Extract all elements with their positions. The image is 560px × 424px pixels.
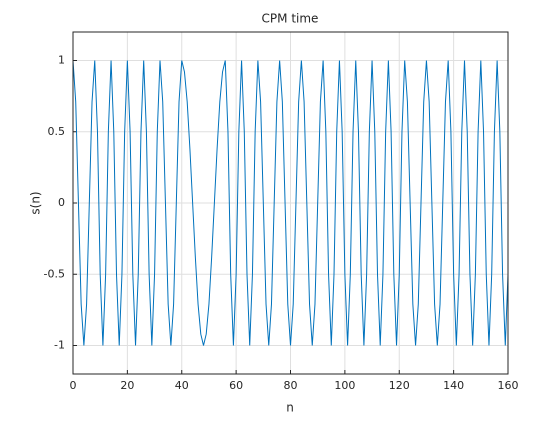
x-tick-label: 140 bbox=[443, 379, 464, 392]
x-tick-label: 100 bbox=[334, 379, 355, 392]
x-axis-label: n bbox=[286, 401, 294, 415]
chart-title: CPM time bbox=[262, 12, 319, 26]
data-line bbox=[72, 60, 509, 346]
x-tick-label: 20 bbox=[120, 379, 134, 392]
y-tick-label: -1 bbox=[54, 339, 65, 352]
x-tick-label: 160 bbox=[498, 379, 519, 392]
x-tick-label: 120 bbox=[389, 379, 410, 392]
x-tick-label: 60 bbox=[229, 379, 243, 392]
x-tick-label: 80 bbox=[284, 379, 298, 392]
y-tick-label: 1 bbox=[58, 54, 65, 67]
y-tick-label: 0 bbox=[58, 196, 65, 209]
x-tick-label: 40 bbox=[175, 379, 189, 392]
x-tick-label: 0 bbox=[70, 379, 77, 392]
y-tick-label: 0.5 bbox=[48, 125, 66, 138]
y-axis-label: s(n) bbox=[29, 191, 43, 214]
axes-box bbox=[72, 31, 509, 375]
y-tick-label: -0.5 bbox=[44, 267, 65, 280]
